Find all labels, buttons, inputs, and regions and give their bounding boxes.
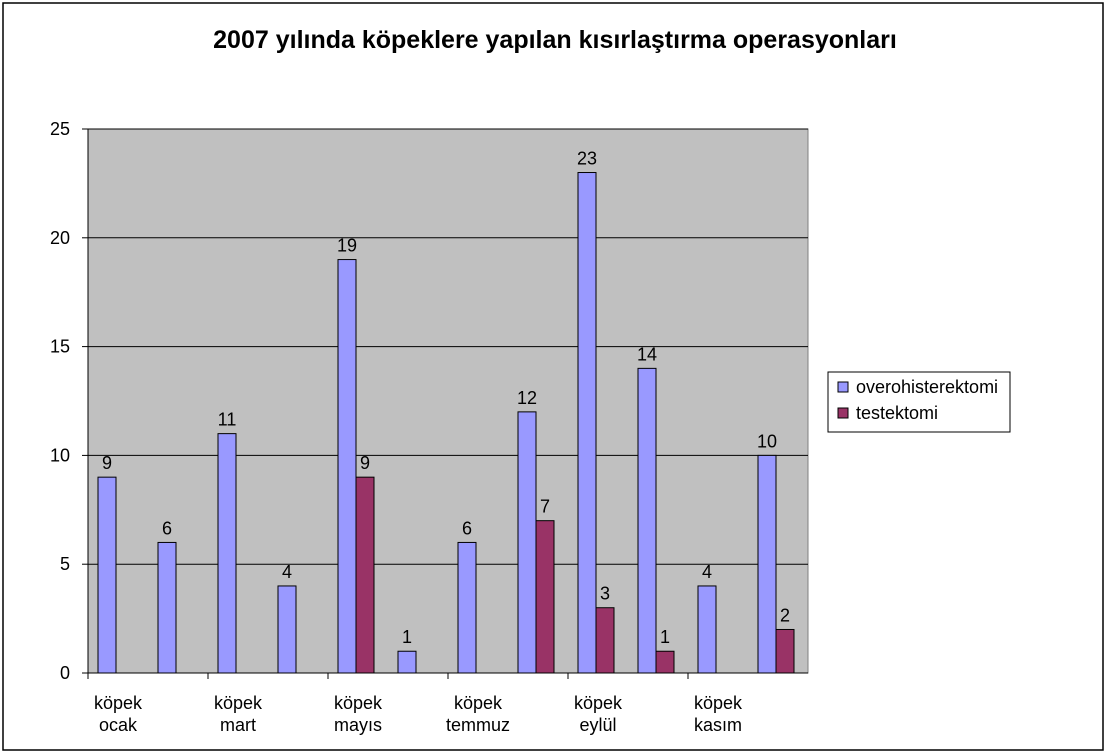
bar	[595, 607, 615, 674]
x-tick-label: köpek kasım	[693, 693, 743, 735]
bar	[355, 476, 375, 674]
x-tick-label: köpek temmuz	[445, 693, 510, 735]
data-label: 4	[282, 562, 292, 582]
y-tick-label: 5	[60, 554, 70, 574]
bar	[517, 411, 537, 674]
x-tick-label: köpek mayıs	[333, 693, 383, 735]
data-label: 9	[360, 453, 370, 473]
bar	[637, 367, 657, 674]
plot-area	[87, 128, 809, 674]
data-label: 4	[702, 562, 712, 582]
data-label: 23	[577, 149, 597, 169]
data-label: 1	[660, 627, 670, 647]
data-label: 11	[218, 410, 237, 430]
y-tick-label: 10	[50, 445, 70, 465]
bar	[577, 172, 597, 674]
chart-title: 2007 yılında köpeklere yapılan kısırlaşt…	[213, 26, 897, 54]
y-tick-label: 0	[60, 663, 70, 683]
bar	[757, 454, 777, 674]
legend-label: overohisterektomi	[856, 377, 998, 397]
bar	[655, 650, 675, 674]
data-label: 3	[600, 584, 610, 604]
bar	[397, 650, 417, 674]
bar	[157, 541, 177, 674]
legend-swatch	[837, 407, 849, 419]
data-label: 10	[757, 431, 777, 451]
data-label: 12	[517, 388, 537, 408]
x-tick-label: köpek ocak	[93, 693, 143, 735]
x-tick-label: köpek eylül	[573, 693, 623, 735]
data-label: 2	[780, 605, 790, 625]
data-label: 6	[162, 518, 172, 538]
data-label: 6	[462, 518, 472, 538]
y-tick-label: 20	[50, 228, 70, 248]
data-label: 7	[540, 497, 550, 517]
data-label: 9	[102, 453, 112, 473]
x-tick-label: köpek mart	[213, 693, 263, 735]
legend-swatch	[837, 381, 849, 393]
data-label: 14	[637, 344, 657, 364]
data-label: 1	[402, 627, 412, 647]
bar	[97, 476, 117, 674]
data-label: 19	[337, 236, 357, 256]
y-tick-label: 25	[50, 119, 70, 139]
bar	[217, 433, 237, 674]
bar	[535, 520, 555, 674]
bar	[457, 541, 477, 674]
y-tick-label: 15	[50, 337, 70, 357]
legend-box	[827, 371, 1011, 433]
bar	[697, 585, 717, 674]
bar	[775, 628, 795, 674]
bar	[337, 259, 357, 674]
bar	[277, 585, 297, 674]
legend-label: testektomi	[856, 403, 938, 423]
